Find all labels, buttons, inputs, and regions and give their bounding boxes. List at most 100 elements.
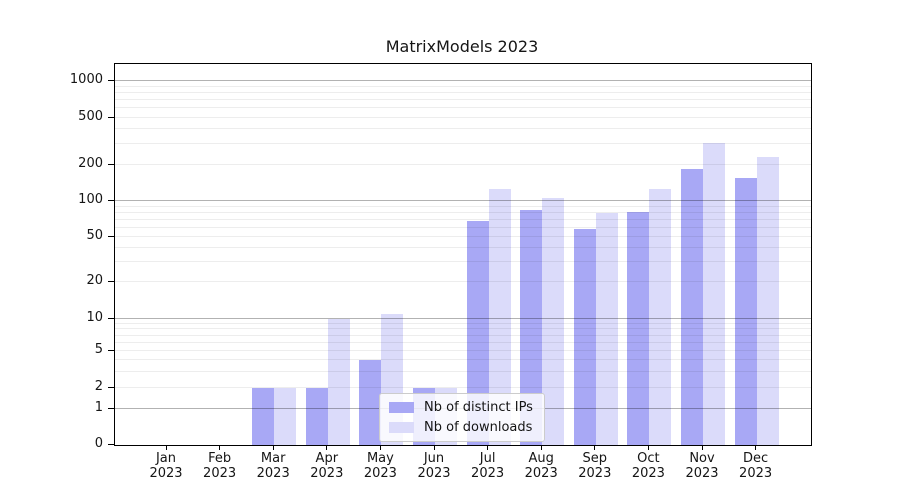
- x-tick-mark-jan-2023: [165, 445, 167, 450]
- y-tick-mark-2: [108, 387, 114, 388]
- x-tick-label-line: 2023: [310, 466, 344, 481]
- y-tick-label-20: 20: [86, 273, 103, 288]
- minor-gridline-4: [115, 359, 811, 360]
- y-tick-mark-50: [108, 236, 114, 237]
- x-tick-label-line: Jul: [479, 451, 496, 466]
- x-tick-label-line: Jun: [423, 451, 445, 466]
- minor-gridline-40: [115, 247, 811, 248]
- bar-distinct-ips-dec-2023: [734, 178, 757, 445]
- x-tick-label-nov-2023: Nov 2023: [670, 451, 734, 481]
- y-tick-label-500: 500: [78, 109, 103, 124]
- legend-swatch-icon-distinct-ips: [389, 402, 414, 413]
- minor-gridline-600: [115, 107, 811, 109]
- x-tick-label-line: Feb: [208, 451, 232, 466]
- bar-distinct-ips-may-2023: [359, 360, 382, 445]
- x-tick-label-line: Dec: [743, 451, 769, 466]
- bar-distinct-ips-nov-2023: [681, 169, 703, 445]
- minor-gridline-50: [115, 236, 811, 237]
- legend-swatch-icon-downloads: [389, 422, 414, 433]
- minor-gridline-9: [115, 322, 811, 324]
- minor-gridline-3: [115, 370, 811, 372]
- major-gridline-1000: [115, 80, 811, 81]
- y-tick-mark-500: [108, 117, 114, 118]
- minor-gridline-800: [115, 91, 811, 93]
- bar-distinct-ips-oct-2023: [627, 212, 650, 445]
- minor-gridline-500: [115, 117, 811, 118]
- x-tick-label-line: 2023: [417, 466, 451, 481]
- bar-distinct-ips-apr-2023: [305, 388, 328, 445]
- x-tick-label-line: 2023: [685, 466, 719, 481]
- x-tick-label-line: Sep: [582, 451, 608, 466]
- legend-item-distinct-ips: Nb of distinct IPs: [389, 400, 533, 415]
- minor-gridline-6: [115, 341, 811, 343]
- major-gridline-100: [115, 200, 811, 201]
- legend-item-downloads: Nb of downloads: [389, 420, 533, 435]
- chart-title: MatrixModels 2023: [385, 37, 539, 56]
- y-tick-mark-100: [108, 200, 114, 201]
- bar-distinct-ips-jul-2023: [466, 221, 489, 445]
- x-tick-mark-feb-2023: [219, 445, 221, 450]
- minor-gridline-80: [115, 211, 811, 213]
- bar-downloads-apr-2023: [327, 319, 350, 445]
- x-tick-label-line: 2023: [149, 466, 183, 481]
- minor-gridline-7: [115, 334, 811, 336]
- y-tick-mark-1000: [108, 80, 114, 81]
- bar-downloads-dec-2023: [756, 156, 779, 445]
- x-tick-label-line: Mar: [260, 451, 286, 466]
- bar-downloads-oct-2023: [649, 189, 672, 445]
- x-tick-label-apr-2023: Apr 2023: [295, 451, 359, 481]
- x-tick-label-line: Apr: [315, 451, 339, 466]
- x-tick-mark-may-2023: [379, 445, 381, 450]
- minor-gridline-30: [115, 261, 811, 263]
- minor-gridline-70: [115, 218, 811, 220]
- minor-gridline-900: [115, 85, 811, 87]
- x-tick-mark-mar-2023: [272, 445, 274, 450]
- x-tick-label-line: 2023: [256, 466, 290, 481]
- x-tick-label-line: 2023: [631, 466, 665, 481]
- x-tick-mark-apr-2023: [326, 445, 328, 450]
- y-tick-label-2: 2: [94, 379, 103, 394]
- minor-gridline-200: [115, 164, 811, 165]
- x-tick-label-may-2023: May 2023: [348, 451, 412, 481]
- y-tick-mark-20: [108, 281, 114, 282]
- x-tick-mark-nov-2023: [701, 445, 703, 450]
- x-tick-label-feb-2023: Feb 2023: [188, 451, 252, 481]
- x-tick-mark-jun-2023: [433, 445, 435, 450]
- bar-downloads-nov-2023: [703, 142, 725, 445]
- bar-distinct-ips-aug-2023: [520, 210, 543, 445]
- bar-downloads-mar-2023: [274, 388, 297, 445]
- y-tick-mark-1: [108, 408, 114, 409]
- y-tick-mark-5: [108, 350, 114, 351]
- x-tick-mark-sep-2023: [594, 445, 596, 450]
- minor-gridline-5: [115, 350, 811, 351]
- x-tick-label-dec-2023: Dec 2023: [724, 451, 788, 481]
- y-tick-label-5: 5: [94, 342, 103, 357]
- legend-label-downloads: Nb of downloads: [424, 420, 533, 435]
- x-tick-mark-aug-2023: [540, 445, 542, 450]
- y-tick-label-1000: 1000: [69, 72, 103, 87]
- x-tick-label-line: Aug: [528, 451, 554, 466]
- bar-distinct-ips-mar-2023: [252, 388, 275, 445]
- minor-gridline-2: [115, 387, 811, 388]
- minor-gridline-700: [115, 99, 811, 100]
- y-tick-mark-10: [108, 318, 114, 319]
- minor-gridline-300: [115, 143, 811, 145]
- x-tick-label-line: 2023: [739, 466, 773, 481]
- x-tick-mark-jul-2023: [487, 445, 489, 450]
- minor-gridline-60: [115, 226, 811, 228]
- minor-gridline-8: [115, 328, 811, 330]
- minor-gridline-400: [115, 128, 811, 130]
- x-tick-label-sep-2023: Sep 2023: [563, 451, 627, 481]
- y-tick-label-1: 1: [94, 400, 103, 415]
- y-tick-label-0: 0: [94, 436, 103, 451]
- x-tick-label-line: Oct: [637, 451, 660, 466]
- x-tick-label-jun-2023: Jun 2023: [402, 451, 466, 481]
- x-tick-label-mar-2023: Mar 2023: [241, 451, 305, 481]
- x-tick-mark-dec-2023: [755, 445, 757, 450]
- x-tick-label-line: 2023: [203, 466, 237, 481]
- y-tick-mark-0: [108, 444, 114, 445]
- x-tick-label-line: 2023: [578, 466, 612, 481]
- x-tick-label-line: 2023: [524, 466, 558, 481]
- bar-downloads-aug-2023: [542, 198, 565, 445]
